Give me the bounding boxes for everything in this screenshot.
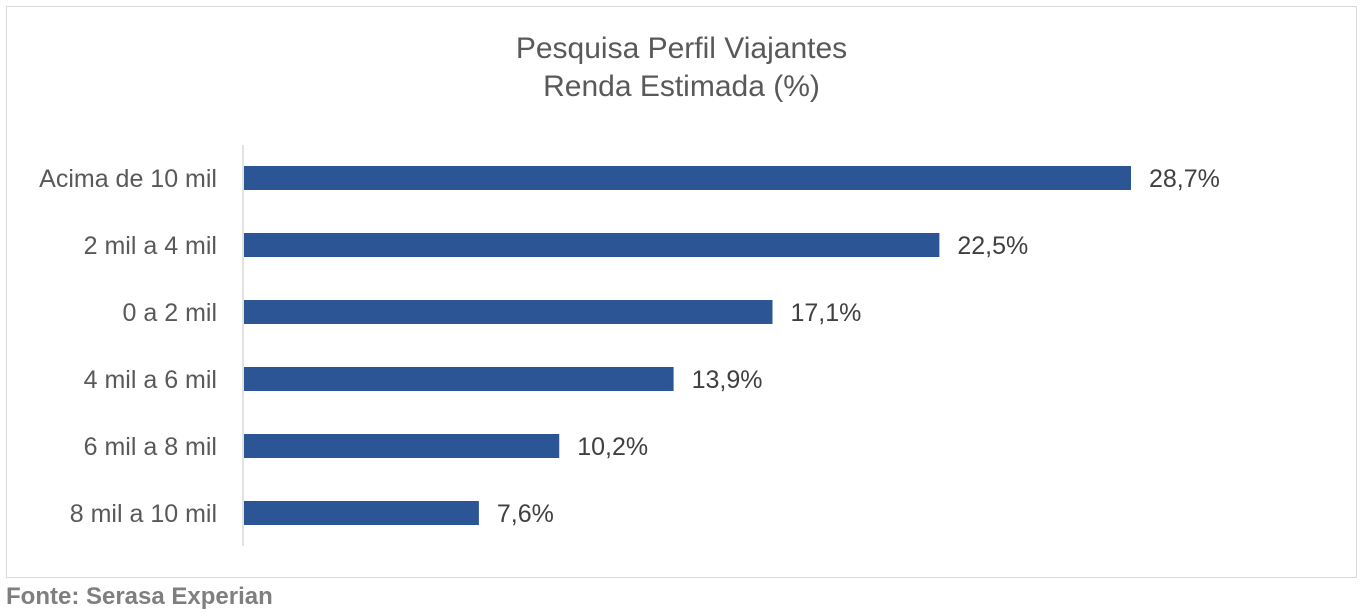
category-label: 8 mil a 10 mil: [70, 500, 217, 528]
data-label: 28,7%: [1149, 165, 1220, 193]
category-label: 6 mil a 8 mil: [84, 433, 217, 461]
data-label: 10,2%: [577, 433, 648, 461]
data-label: 7,6%: [497, 500, 554, 528]
bar: [244, 367, 674, 391]
data-label: 22,5%: [957, 232, 1028, 260]
bar: [244, 434, 560, 458]
chart-subtitle: Renda Estimada (%): [543, 70, 820, 103]
data-label: 13,9%: [692, 366, 763, 394]
bar: [244, 300, 773, 324]
chart-title: Pesquisa Perfil Viajantes: [515, 32, 848, 65]
bar: [244, 233, 940, 257]
category-label: 0 a 2 mil: [123, 299, 217, 327]
bar: [244, 501, 479, 525]
source-note: Fonte: Serasa Experian: [6, 583, 273, 610]
bar: [244, 166, 1131, 190]
category-label: Acima de 10 mil: [39, 165, 217, 193]
category-label: 2 mil a 4 mil: [84, 232, 217, 260]
chart-frame: [6, 6, 1357, 578]
data-label: 17,1%: [790, 299, 861, 327]
category-label: 4 mil a 6 mil: [84, 366, 217, 394]
